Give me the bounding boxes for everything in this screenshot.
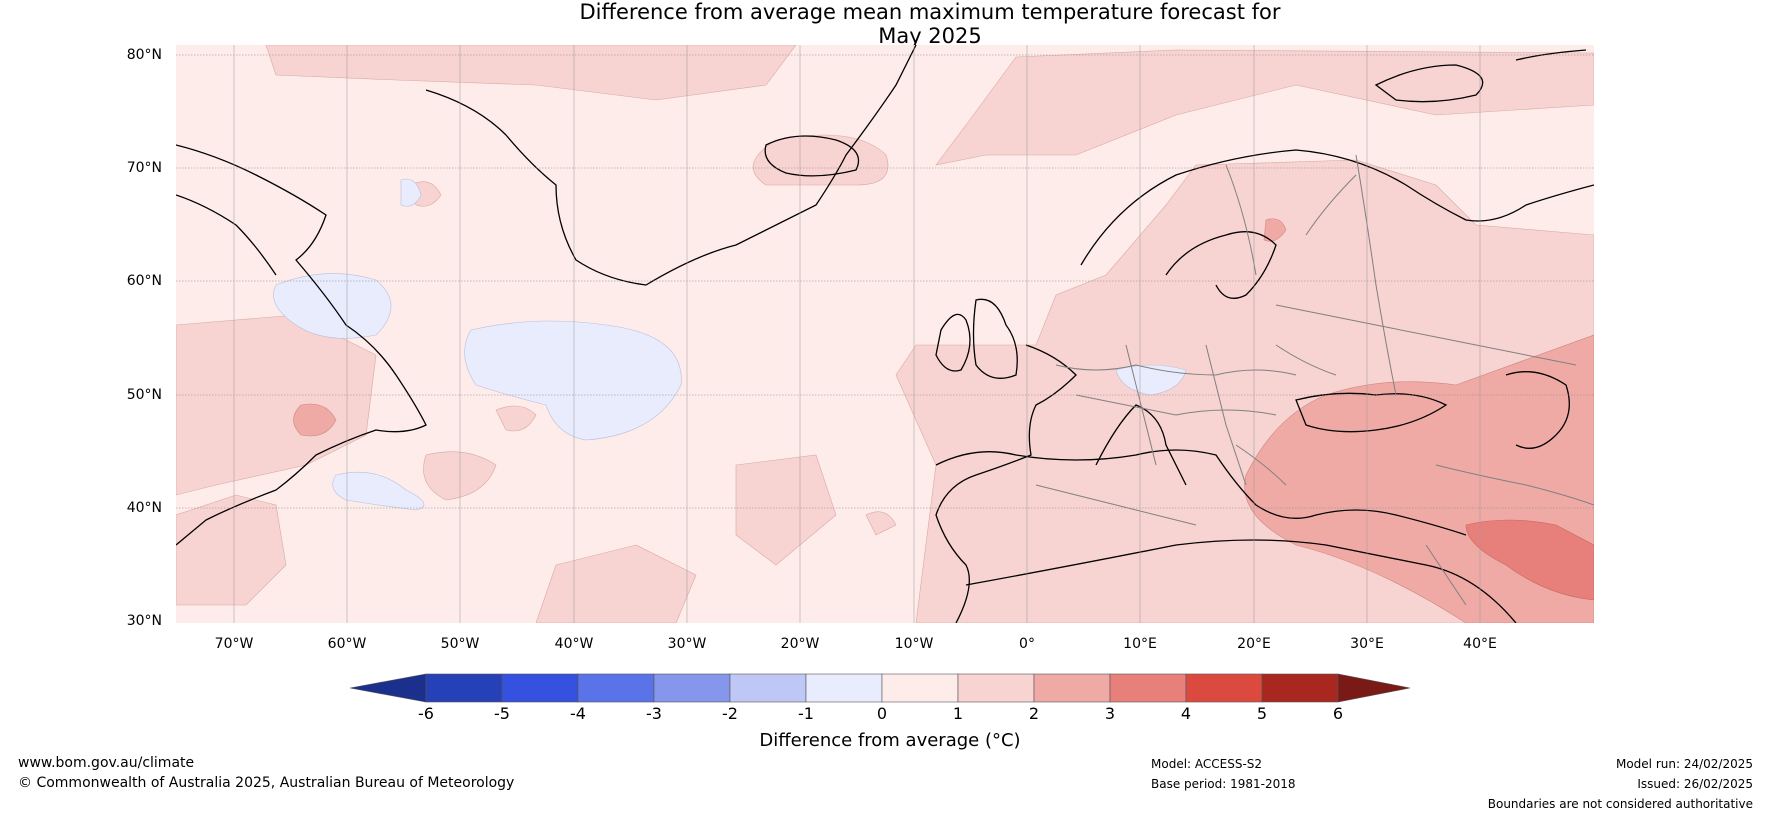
lon-label-0: 0° — [1019, 636, 1035, 652]
lon-label-40w: 40°W — [554, 636, 594, 652]
colorbar-cell — [425, 673, 503, 703]
colorbar-tick-label: 0 — [876, 704, 888, 723]
lon-label-50w: 50°W — [440, 636, 480, 652]
colorbar-cells — [349, 673, 1411, 703]
colorbar-cell — [1033, 673, 1111, 703]
colorbar-tick-label: 5 — [1256, 704, 1268, 723]
colorbar-cell — [957, 673, 1035, 703]
coastlines — [176, 45, 1594, 623]
colorbar-tick-label: 4 — [1180, 704, 1192, 723]
country-borders — [1035, 154, 1594, 606]
colorbar-cell — [805, 673, 883, 703]
lat-label-60n: 60°N — [126, 273, 162, 289]
footer-issued: Issued: 26/02/2025 — [1637, 777, 1753, 791]
title-line-1: Difference from average mean maximum tem… — [579, 0, 1281, 24]
footer-base-period: Base period: 1981-2018 — [1151, 777, 1296, 791]
colorbar-tick-label: -5 — [494, 704, 510, 723]
title-line-2: May 2025 — [878, 24, 982, 48]
lon-label-20w: 20°W — [780, 636, 820, 652]
colorbar-cell — [653, 673, 731, 703]
lon-label-10e: 10°E — [1123, 636, 1157, 652]
colorbar-extend-high — [1337, 673, 1411, 703]
colorbar-cell — [577, 673, 655, 703]
lat-label-50n: 50°N — [126, 387, 162, 403]
colorbar-tick-label: 6 — [1332, 704, 1344, 723]
footer-disclaimer: Boundaries are not considered authoritat… — [1487, 797, 1753, 811]
colorbar-tick-label: -2 — [722, 704, 738, 723]
graticule — [176, 54, 1594, 509]
lat-label-30n: 30°N — [126, 613, 162, 629]
footer-model-run: Model run: 24/02/2025 — [1615, 757, 1753, 771]
colorbar-tick-label: -1 — [798, 704, 814, 723]
colorbar-cell — [1261, 673, 1339, 703]
lat-label-70n: 70°N — [126, 160, 162, 176]
colorbar-tick-label: 3 — [1104, 704, 1116, 723]
lon-label-20e: 20°E — [1237, 636, 1271, 652]
footer-model: Model: ACCESS-S2 — [1151, 757, 1263, 771]
lon-label-60w: 60°W — [327, 636, 367, 652]
anomaly-3-4-regions — [1465, 519, 1594, 601]
lat-label-80n: 80°N — [126, 47, 162, 63]
colorbar-tick-label: 2 — [1028, 704, 1040, 723]
anomaly-neg-regions — [273, 178, 1187, 511]
colorbar-tick-label: -4 — [570, 704, 586, 723]
lat-label-40n: 40°N — [126, 500, 162, 516]
lon-label-10w: 10°W — [894, 636, 934, 652]
colorbar-cell — [1109, 673, 1187, 703]
colorbar-cell — [501, 673, 579, 703]
colorbar-tick-label: 1 — [952, 704, 964, 723]
colorbar-tick-label: -3 — [646, 704, 662, 723]
colorbar-cell — [729, 673, 807, 703]
colorbar-cell — [881, 673, 959, 703]
meridians — [233, 45, 1481, 623]
map-title: Difference from average mean maximum tem… — [0, 0, 1770, 48]
lon-label-40e: 40°E — [1463, 636, 1497, 652]
colorbar-cell — [1185, 673, 1263, 703]
lon-label-70w: 70°W — [214, 636, 254, 652]
colorbar-extend-low — [349, 673, 427, 703]
lon-label-30w: 30°W — [667, 636, 707, 652]
colorbar-tick-label: -6 — [418, 704, 434, 723]
colorbar — [349, 670, 1420, 710]
footer-website[interactable]: www.bom.gov.au/climate — [18, 755, 195, 771]
colorbar-label: Difference from average (°C) — [759, 730, 1021, 751]
lon-label-30e: 30°E — [1350, 636, 1384, 652]
footer-copyright: © Commonwealth of Australia 2025, Austra… — [18, 775, 515, 791]
forecast-map[interactable] — [176, 45, 1594, 623]
